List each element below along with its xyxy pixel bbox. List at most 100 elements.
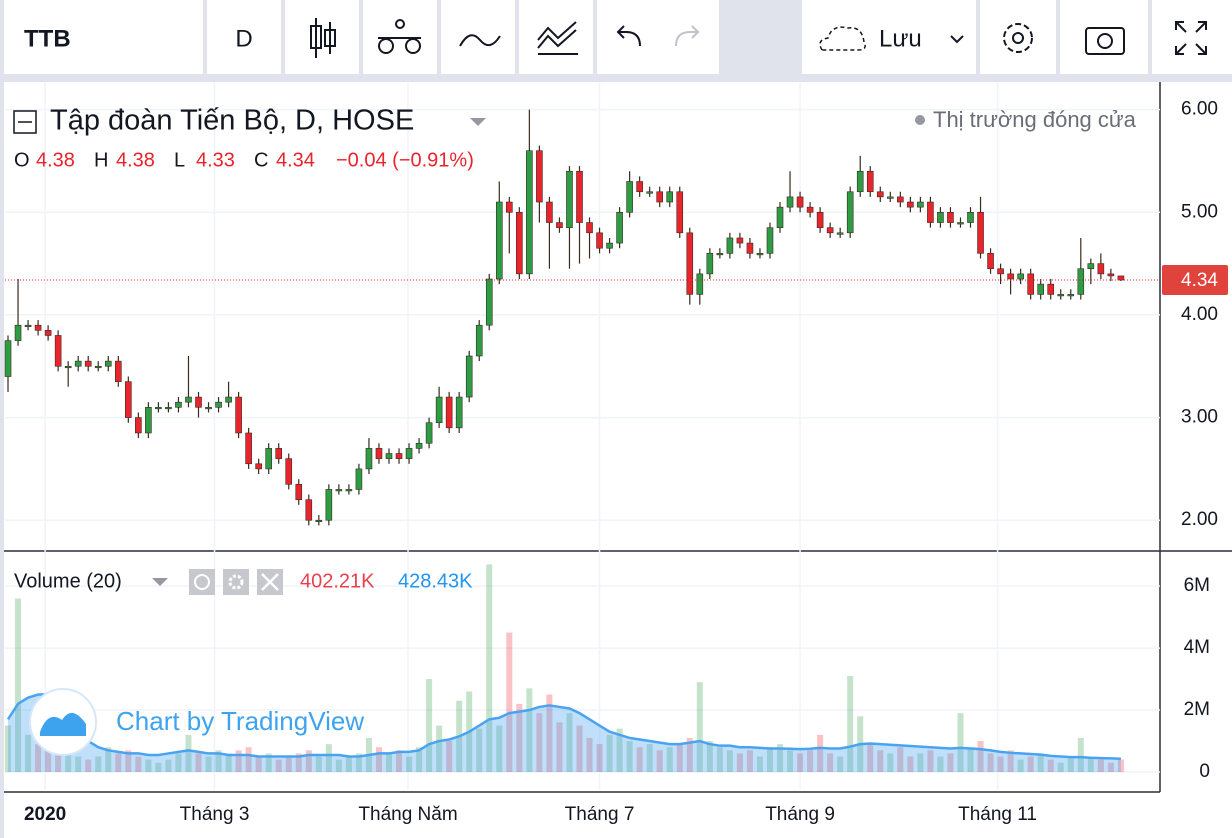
volume-bar <box>787 750 794 773</box>
change: −0.04 (−0.91%) <box>336 149 474 171</box>
volume-bar <box>335 759 342 773</box>
candle-body <box>526 150 533 275</box>
y-tick-label: 2.00 <box>1181 509 1218 530</box>
candle-body <box>566 170 573 228</box>
volume-bar <box>416 747 423 773</box>
volume-bar <box>897 747 904 773</box>
candle-body <box>977 211 984 254</box>
volume-bar <box>606 734 613 773</box>
volume-bar <box>636 747 643 773</box>
volume-bar <box>937 756 944 773</box>
candle-body <box>897 196 904 203</box>
volume-bar <box>486 564 493 773</box>
candle-body <box>405 448 413 459</box>
candle-body <box>626 181 633 213</box>
settings-small-button[interactable] <box>223 569 249 595</box>
volume-bar <box>506 632 513 773</box>
visibility-button[interactable] <box>189 569 215 595</box>
volume-pane <box>5 564 1124 773</box>
volume-ma-line <box>6 693 1121 760</box>
volume-bar <box>596 744 603 773</box>
volume-bar <box>436 725 443 773</box>
candle-body <box>355 468 363 490</box>
candle-body <box>255 463 262 470</box>
volume-bar <box>1087 756 1094 773</box>
volume-bar <box>997 756 1004 773</box>
volume-bar <box>797 753 804 773</box>
ohlc-key: L <box>174 149 185 171</box>
volume-bar <box>1117 759 1124 773</box>
symbol-button[interactable] <box>4 0 203 74</box>
candle-body <box>937 211 944 223</box>
volume-bar <box>406 756 413 773</box>
volume-bar <box>616 728 623 773</box>
title-menu-arrow[interactable] <box>470 118 486 126</box>
undo-icon[interactable] <box>616 25 641 47</box>
fullscreen-button[interactable] <box>1152 0 1232 74</box>
volume-ma-value: 428.43K <box>398 570 473 592</box>
volume-bar <box>957 713 964 773</box>
candle-body <box>1047 283 1055 295</box>
y2-tick-label: 4M <box>1184 637 1210 658</box>
candle-body <box>947 211 954 223</box>
volume-bar <box>446 741 453 773</box>
axes: 2020 Tháng 3 Tháng Năm Tháng 7 Tháng 9 Tháng … <box>24 99 1228 825</box>
volume-bar <box>125 750 132 773</box>
candle-body <box>415 442 423 449</box>
volume-bar <box>75 756 82 773</box>
snapshot-button[interactable] <box>1060 0 1148 74</box>
volume-bar <box>556 722 563 773</box>
redo-icon[interactable] <box>675 25 700 47</box>
candle-body <box>1077 268 1085 295</box>
candle-body <box>1057 294 1065 297</box>
watermark-logo-mark <box>40 712 86 736</box>
x-tick-label: Tháng Năm <box>358 804 457 825</box>
volume-bar <box>1097 759 1104 773</box>
volume-bar <box>716 747 723 773</box>
candle-body <box>335 489 343 492</box>
volume-bar <box>807 750 814 773</box>
candle-body <box>435 396 443 424</box>
ohlc-value: 4.38 <box>36 149 75 171</box>
candle-body <box>175 401 182 408</box>
chart-area <box>4 82 1232 838</box>
candle-body <box>165 407 172 410</box>
volume-bar <box>536 713 543 773</box>
candle-body <box>776 206 784 228</box>
volume-bar <box>1027 756 1034 773</box>
volume-bar <box>676 744 683 773</box>
candle-body <box>836 232 844 235</box>
volume-bar <box>1007 750 1014 773</box>
candle-body <box>696 273 704 295</box>
y-tick-label: 6.00 <box>1181 99 1218 120</box>
x-tick-label: Tháng 3 <box>180 804 250 825</box>
camera-lens <box>1097 33 1113 49</box>
candle-body <box>425 422 433 444</box>
volume-bar <box>185 734 192 773</box>
candle-body <box>485 278 493 326</box>
candle-body <box>1087 263 1095 270</box>
y2-tick-label: 0 <box>1199 761 1210 782</box>
candle-body <box>997 268 1004 275</box>
candle-body <box>546 201 553 223</box>
candle-body <box>1097 263 1105 275</box>
volume-bar <box>927 750 934 773</box>
candle-body <box>24 324 32 327</box>
candle-body <box>495 201 503 280</box>
save-button[interactable] <box>802 0 976 74</box>
volume-bar <box>746 750 753 773</box>
candle-body <box>34 324 42 331</box>
candles-icon <box>310 18 336 58</box>
candle-body <box>455 396 463 429</box>
candle-body <box>576 170 583 223</box>
volume-bar <box>385 753 392 773</box>
interval-button[interactable] <box>207 0 281 74</box>
settings-button[interactable] <box>980 0 1056 74</box>
x-tick-label: Tháng 9 <box>765 804 835 825</box>
volume-bar <box>496 725 503 773</box>
candle-body <box>736 237 744 244</box>
volume-bar <box>205 756 212 773</box>
volume-menu-arrow[interactable] <box>152 578 168 586</box>
candle-body <box>114 360 122 382</box>
interval: D <box>235 25 252 52</box>
